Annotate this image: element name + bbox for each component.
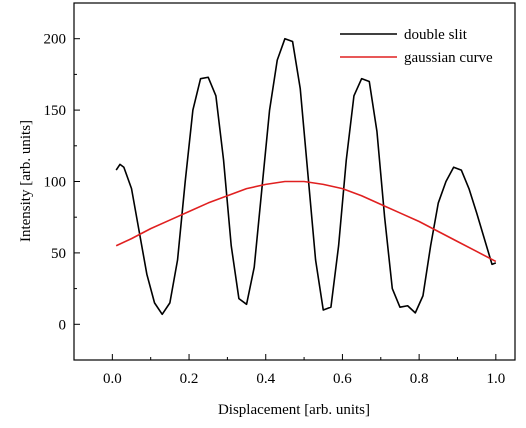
series-layer — [116, 39, 496, 315]
y-tick-label: 0 — [59, 317, 67, 333]
x-tick-label: 0.8 — [410, 371, 429, 387]
series-line-gaussian-curve — [116, 182, 496, 262]
series-line-double-slit — [116, 39, 496, 315]
y-tick-label: 150 — [44, 103, 67, 119]
legend: double slit gaussian curve — [340, 27, 493, 66]
x-tick-label: 0.4 — [256, 371, 275, 387]
legend-label-double-slit: double slit — [404, 27, 468, 43]
x-tick-label: 0.0 — [103, 371, 122, 387]
x-tick-label: 0.2 — [180, 371, 199, 387]
x-axis-title: Displacement [arb. units] — [218, 402, 370, 418]
y-axis-title: Intensity [arb. units] — [18, 120, 34, 242]
x-axis-ticks: 0.0 0.2 0.4 0.6 0.8 1.0 — [74, 354, 505, 387]
x-tick-label: 0.6 — [333, 371, 352, 387]
legend-label-gaussian-curve: gaussian curve — [404, 50, 493, 66]
x-tick-label: 1.0 — [486, 371, 505, 387]
y-tick-label: 50 — [51, 246, 66, 262]
y-tick-label: 200 — [44, 32, 67, 48]
y-tick-label: 100 — [44, 175, 67, 191]
